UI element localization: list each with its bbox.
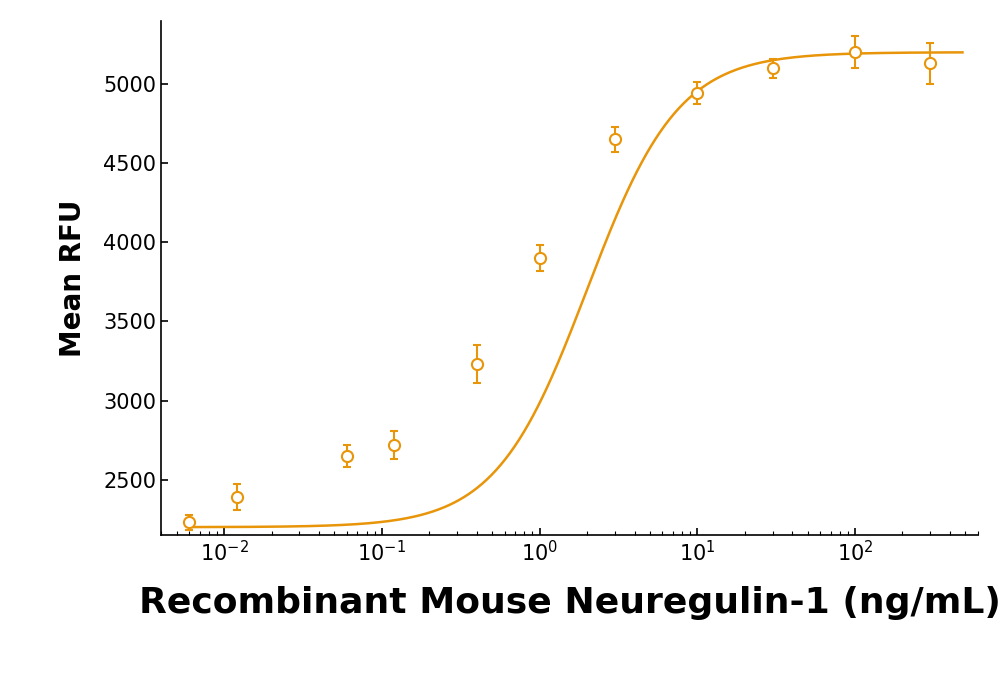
Y-axis label: Mean RFU: Mean RFU — [58, 199, 87, 357]
X-axis label: Recombinant Mouse Neuregulin-1 (ng/mL): Recombinant Mouse Neuregulin-1 (ng/mL) — [138, 586, 1001, 620]
